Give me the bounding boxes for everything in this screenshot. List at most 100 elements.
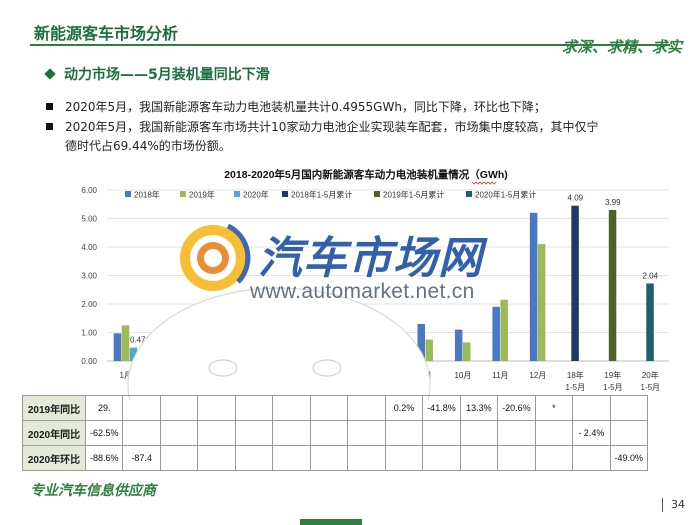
table-cell: -88.6% xyxy=(84,445,124,471)
table-cell xyxy=(497,445,536,471)
x-tick-label: 19年 xyxy=(604,370,621,380)
bar xyxy=(113,333,122,361)
legend-swatch xyxy=(234,191,240,197)
yoy-table: 2019年同比 29. 0.2% -41.8% 13.3% -20.6% * 2020年同比 -… xyxy=(22,395,649,471)
square-bullet-icon xyxy=(46,123,53,130)
table-row: 2019年同比 29. 0.2% -41.8% 13.3% -20.6% * xyxy=(22,395,649,421)
square-bullet-icon xyxy=(46,103,53,110)
table-cell xyxy=(534,445,574,471)
data-label: 4.09 xyxy=(568,194,584,203)
bar xyxy=(121,325,130,361)
legend-label: 2018年1-5月累计 xyxy=(291,190,352,200)
x-tick-label: 20年 xyxy=(642,370,659,380)
watermark-brand: 汽车市场网 xyxy=(258,234,483,283)
section-heading: 动力市场——5月装机量同比下滑 xyxy=(44,64,270,84)
bullet-text: 2020年5月，我国新能源客车市场共计10家动力电池企业实现装车配套，市场集中度… xyxy=(65,120,599,134)
bar xyxy=(417,323,425,361)
table-cell xyxy=(422,445,461,471)
table-cell: -41.8% xyxy=(422,395,461,421)
y-tick-label: 2.00 xyxy=(81,300,97,309)
table-cell xyxy=(384,420,424,446)
bar-chart: 2018-2020年5月国内新能源客车动力电池装机量情况（GWh) 2018年 2… xyxy=(81,168,669,400)
table-cell xyxy=(309,420,349,446)
legend-label: 2019年1-5月累计 xyxy=(383,190,444,200)
y-tick-label: 0.00 xyxy=(81,357,97,366)
bar xyxy=(500,299,508,361)
table-cell: -87.4 xyxy=(122,445,161,471)
table-cell: -20.6% xyxy=(497,395,536,421)
legend-label: 2020年1-5月累计 xyxy=(475,190,536,200)
table-cell xyxy=(572,445,611,471)
footer-tagline: 专业汽车信息供应商 xyxy=(30,483,156,499)
legend-label: 2018年 xyxy=(134,190,160,200)
table-cell: -62.5% xyxy=(84,420,124,446)
x-tick-label: 18年 xyxy=(567,370,584,380)
footer-accent-bar xyxy=(300,519,362,525)
table-cell xyxy=(459,445,499,471)
y-tick-label: 6.00 xyxy=(81,186,97,195)
bullet-text: 2020年5月，我国新能源客车动力电池装机量共计0.4955GWh，同比下降，环… xyxy=(65,100,546,114)
table-cell xyxy=(159,420,199,446)
legend-swatch xyxy=(125,191,131,197)
table-cell xyxy=(197,395,236,421)
y-axis-ticks: 0.00 1.00 2.00 3.00 4.00 5.00 6.00 xyxy=(81,186,97,366)
bullet-item: 2020年5月，我国新能源客车市场共计10家动力电池企业实现装车配套，市场集中度… xyxy=(46,118,666,156)
table-cell xyxy=(122,420,161,446)
x-tick-label-line2: 1-5月 xyxy=(640,383,660,392)
table-cell xyxy=(159,395,199,421)
table-cell xyxy=(309,445,349,471)
title-divider xyxy=(30,44,670,46)
chart-title: 2018-2020年5月国内新能源客车动力电池装机量情况（GWh) xyxy=(224,168,508,181)
table-cell xyxy=(197,445,236,471)
bullet-text-continued: 德时代占69.44%的市场份额。 xyxy=(65,139,231,153)
table-row-header: 2020年环比 xyxy=(22,445,86,471)
data-labels: 0.47 4.09 3.99 2.04 xyxy=(130,194,659,345)
table-cell xyxy=(609,395,649,421)
bullet-item: 2020年5月，我国新能源客车动力电池装机量共计0.4955GWh，同比下降，环… xyxy=(46,98,666,117)
table-cell xyxy=(534,420,574,446)
bar xyxy=(462,342,471,361)
table-cell: 13.3% xyxy=(459,395,499,421)
x-tick-label: 11月 xyxy=(492,371,508,380)
table-cell xyxy=(422,420,461,446)
table-cell xyxy=(572,395,611,421)
bar xyxy=(425,339,433,361)
table-cell xyxy=(272,395,311,421)
table-cell xyxy=(234,420,274,446)
bar xyxy=(537,244,546,361)
table-cell: - 2.4% xyxy=(572,420,611,446)
y-tick-label: 4.00 xyxy=(81,243,97,252)
slogan: 求深、求精、求实 xyxy=(561,38,682,56)
legend-label: 2019年 xyxy=(189,190,215,200)
table-cell xyxy=(122,395,161,421)
legend-swatch xyxy=(180,191,186,197)
legend-label: 2020年 xyxy=(243,190,269,200)
bar xyxy=(646,283,654,361)
bar xyxy=(129,347,138,361)
page-title: 新能源客车市场分析 xyxy=(34,24,179,43)
bar xyxy=(571,205,579,361)
table-cell xyxy=(309,395,349,421)
x-tick-label: 12月 xyxy=(529,371,546,380)
y-tick-label: 5.00 xyxy=(81,215,97,224)
table-cell xyxy=(272,420,311,446)
y-tick-label: 3.00 xyxy=(81,272,97,281)
x-tick-label-line2: 1-5月 xyxy=(566,383,586,392)
table-cell xyxy=(459,420,499,446)
table-cell xyxy=(347,445,386,471)
table-row: 2020年环比 -88.6% -87.4 -49.0% xyxy=(22,445,649,471)
bar xyxy=(454,329,463,361)
legend-swatch xyxy=(466,191,472,197)
table-cell xyxy=(159,445,199,471)
table-row-header: 2020年同比 xyxy=(22,420,86,446)
x-tick-label: 10月 xyxy=(454,371,471,380)
table-cell xyxy=(197,420,236,446)
x-tick-label: 1月 xyxy=(120,371,132,380)
table-cell xyxy=(609,420,649,446)
legend-swatch xyxy=(282,191,288,197)
bar xyxy=(608,209,617,361)
bar xyxy=(529,212,538,361)
smiley-watermark-icon xyxy=(127,287,431,400)
table-row: 2020年同比 -62.5% - 2.4% xyxy=(22,420,649,446)
watermark-logo-icon xyxy=(180,223,251,291)
